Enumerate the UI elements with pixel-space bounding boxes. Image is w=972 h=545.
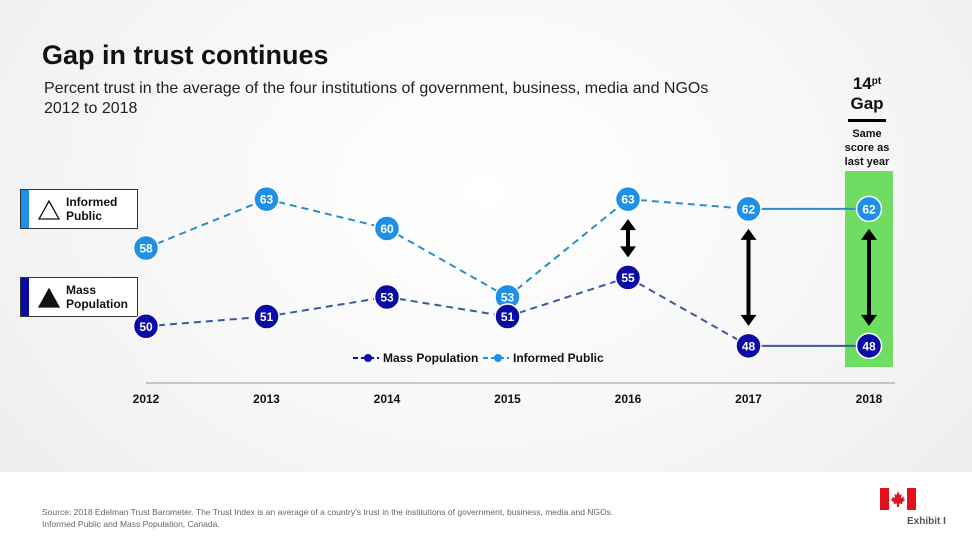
gap-arrow-head-up — [740, 228, 757, 240]
legend-box-mass-population: Mass Population — [20, 277, 138, 317]
gap-value: 14pt — [836, 74, 898, 94]
exhibit-label: Exhibit I — [907, 516, 946, 527]
informed-public-line-segment — [506, 198, 629, 298]
legend-label-line: Population — [66, 297, 128, 311]
mass-population-data-label: 50 — [139, 320, 153, 334]
mass-population-data-label: 53 — [380, 290, 394, 304]
informed-public-data-label: 62 — [742, 202, 756, 216]
informed-public-line-segment — [386, 227, 508, 298]
x-tick-label: 2018 — [856, 392, 883, 406]
mass-population-data-label: 51 — [260, 310, 274, 324]
informed-public-point — [735, 195, 762, 223]
informed-public-line-segment — [145, 198, 267, 249]
legend-label-line: Public — [66, 209, 103, 223]
informed-public-point — [373, 215, 401, 242]
legend-color-bar — [21, 190, 29, 228]
legend-label-line: Informed — [66, 195, 118, 209]
informed-public-point — [855, 195, 883, 223]
x-tick-label: 2016 — [615, 392, 642, 406]
mass-population-line-segment — [627, 276, 749, 347]
gap-unit: pt — [871, 76, 882, 87]
mass-population-point — [614, 264, 642, 291]
x-tick-label: 2012 — [133, 392, 160, 406]
x-tick-label: 2015 — [494, 392, 521, 406]
gap-arrow-2018 — [861, 228, 877, 326]
triangle-filled-icon — [38, 288, 60, 308]
informed-public-point — [614, 185, 642, 213]
mass-population-line-segment — [266, 295, 388, 318]
informed-public-legend-marker — [494, 354, 502, 362]
gap-divider — [848, 119, 886, 122]
gap-arrow-2017 — [740, 228, 757, 326]
mass-population-point — [132, 313, 160, 340]
gap-arrow-head-up — [620, 219, 636, 231]
legend-box-informed-public: Informed Public — [20, 189, 138, 229]
x-tick-label: 2017 — [735, 392, 762, 406]
legend-label: Informed Public — [66, 195, 117, 223]
mass-population-data-label: 48 — [742, 339, 756, 353]
mass-population-point — [373, 283, 401, 311]
gap-callout: 14pt Gap Same score as last year — [836, 74, 898, 169]
gap-number: 14 — [852, 74, 872, 93]
informed-public-data-label: 63 — [260, 193, 274, 207]
gap-note: Same score as last year — [836, 127, 898, 169]
gap-note-line: Same — [852, 128, 882, 140]
informed-public-legend-label: Informed Public — [513, 351, 604, 365]
mass-population-line-segment — [145, 315, 267, 328]
mass-population-point — [735, 332, 762, 360]
subtitle-line: Percent trust in the average of the four… — [44, 80, 709, 97]
informed-public-data-label: 60 — [380, 222, 394, 236]
mass-population-line-segment — [386, 295, 508, 318]
gap-arrow-head-up — [861, 228, 877, 240]
canada-flag-icon — [880, 488, 916, 510]
informed-public-point — [132, 234, 160, 262]
x-tick-label: 2014 — [374, 392, 401, 406]
mass-population-point — [253, 303, 280, 330]
footer: Source: 2018 Edelman Trust Barometer. Th… — [0, 472, 972, 545]
gap-arrow-head-down — [861, 314, 877, 326]
mass-population-data-label: 51 — [501, 310, 515, 324]
legend-label-line: Mass — [66, 283, 97, 297]
chart-legend: Mass Population Informed Public — [353, 351, 604, 365]
legend-color-bar — [21, 278, 29, 316]
mass-population-legend-marker — [364, 354, 372, 362]
gap-note-line: last year — [844, 156, 890, 168]
trust-line-chart: 2012 2013 2014 2015 2016 2017 2018 58 63 60 53 63 62… — [132, 171, 895, 406]
gap-label: Gap — [850, 94, 884, 113]
legend-label: Mass Population — [66, 283, 128, 311]
informed-public-data-label: 58 — [139, 242, 153, 256]
informed-public-data-label: 53 — [501, 290, 515, 304]
subtitle-date-range: 2012 to 2018 — [44, 100, 138, 117]
informed-public-point — [253, 185, 280, 213]
gap-arrow-head-down — [620, 246, 636, 258]
x-tick-label: 2013 — [253, 392, 280, 406]
mass-population-point — [855, 332, 883, 360]
gap-arrow-head-down — [740, 314, 757, 326]
mass-population-legend-label: Mass Population — [383, 351, 478, 365]
informed-public-data-label: 62 — [862, 202, 876, 216]
source-line: Informed Public and Mass Population, Can… — [42, 519, 220, 529]
informed-public-line-segment — [266, 198, 388, 230]
source-line: Source: 2018 Edelman Trust Barometer. Th… — [42, 507, 614, 517]
gap-note-line: score as — [844, 142, 890, 154]
mass-population-line-segment — [507, 276, 629, 318]
mass-population-point — [494, 303, 521, 330]
page-title: Gap in trust continues — [42, 40, 329, 70]
gap-arrow-2016 — [620, 219, 636, 258]
source-note: Source: 2018 Edelman Trust Barometer. Th… — [42, 506, 742, 530]
page-subtitle: Percent trust in the average of the four… — [44, 79, 764, 119]
triangle-outline-icon — [38, 200, 60, 220]
mass-population-data-label: 55 — [621, 271, 635, 285]
informed-public-line-segment — [627, 198, 749, 210]
informed-public-data-label: 63 — [621, 193, 635, 207]
mass-population-data-label: 48 — [862, 339, 876, 353]
